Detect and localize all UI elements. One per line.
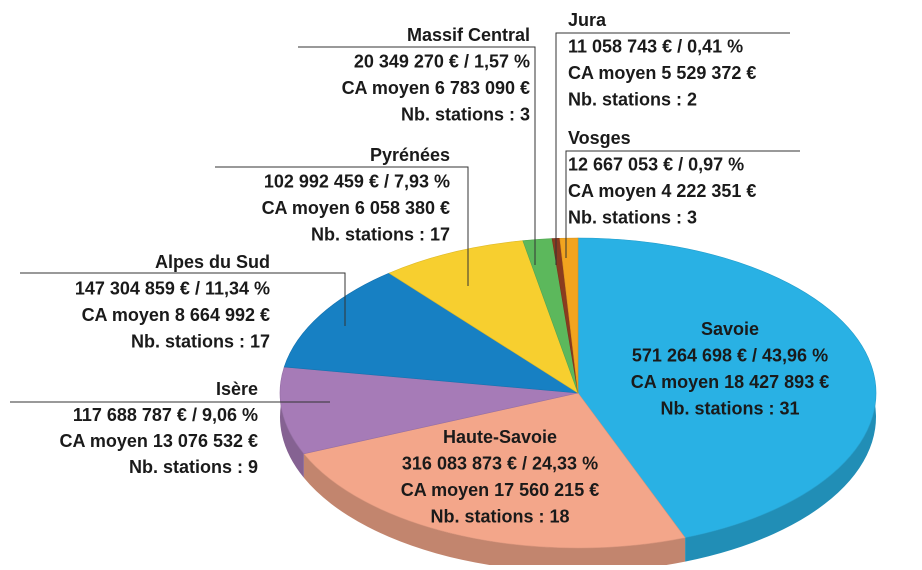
slice xyxy=(303,392,686,549)
value-label: 147 304 859 € / 11,34 % xyxy=(75,278,270,298)
leader-line xyxy=(298,46,536,265)
slice xyxy=(388,240,579,394)
slice-name: Savoie xyxy=(701,319,759,339)
leader-line xyxy=(215,166,469,286)
value-label: 102 992 459 € / 7,93 % xyxy=(264,171,450,191)
average-label: CA moyen 18 427 893 € xyxy=(631,372,829,392)
slice xyxy=(283,272,579,394)
stations-label: Nb. stations : 17 xyxy=(131,331,270,351)
stations-label: Nb. stations : 17 xyxy=(311,224,450,244)
slice xyxy=(279,366,579,455)
slice-side xyxy=(303,453,686,570)
stations-label: Nb. stations : 18 xyxy=(430,506,569,526)
stations-label: Nb. stations : 31 xyxy=(660,398,799,418)
stations-label: Nb. stations : 3 xyxy=(568,207,697,227)
slice-name: Isère xyxy=(216,379,258,399)
average-label: CA moyen 17 560 215 € xyxy=(401,480,599,500)
average-label: CA moyen 8 664 992 € xyxy=(82,305,270,325)
average-label: CA moyen 4 222 351 € xyxy=(568,181,756,201)
average-label: CA moyen 6 058 380 € xyxy=(262,198,450,218)
leader-line xyxy=(20,272,346,326)
slice xyxy=(577,237,877,538)
stations-label: Nb. stations : 9 xyxy=(129,457,258,477)
slice-name: Vosges xyxy=(568,128,631,148)
value-label: 20 349 270 € / 1,57 % xyxy=(354,51,530,71)
slice-name: Massif Central xyxy=(407,25,530,45)
slice-side xyxy=(279,366,304,478)
value-label: 316 083 873 € / 24,33 % xyxy=(402,453,598,473)
value-label: 571 264 698 € / 43,96 % xyxy=(632,345,828,365)
value-label: 11 058 743 € / 0,41 % xyxy=(568,36,743,56)
slice-name: Jura xyxy=(568,10,607,30)
average-label: CA moyen 13 076 532 € xyxy=(60,431,258,451)
leader-line xyxy=(565,150,800,258)
slice xyxy=(559,237,579,394)
slice-name: Pyrénées xyxy=(370,145,450,165)
slice-name: Alpes du Sud xyxy=(155,252,270,272)
value-label: 12 667 053 € / 0,97 % xyxy=(568,154,744,174)
stations-label: Nb. stations : 3 xyxy=(401,104,530,124)
stations-label: Nb. stations : 2 xyxy=(568,89,697,109)
slice-name: Haute-Savoie xyxy=(443,427,557,447)
leader-line xyxy=(555,32,790,265)
average-label: CA moyen 6 783 090 € xyxy=(342,78,530,98)
average-label: CA moyen 5 529 372 € xyxy=(568,63,756,83)
value-label: 117 688 787 € / 9,06 % xyxy=(73,405,258,425)
